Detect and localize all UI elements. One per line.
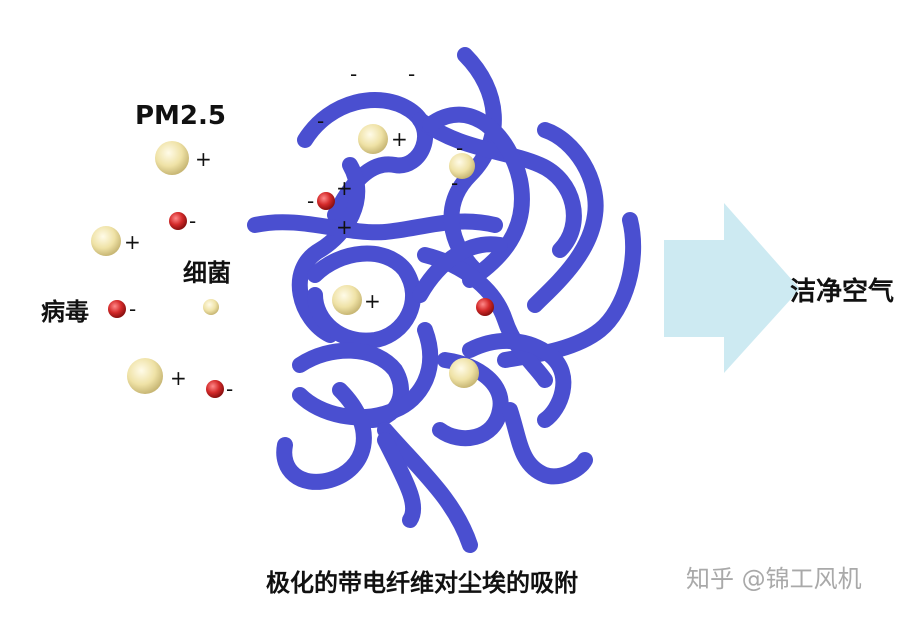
minus-sign: - (451, 171, 458, 195)
adsorbed-dust-particle (449, 358, 479, 388)
airflow-arrow (664, 203, 800, 373)
charged-fiber-network (247, 47, 642, 553)
fiber-charge-signs: - - - + - - + - + + (307, 62, 463, 313)
adsorbed-dust-particle (358, 124, 388, 154)
red-particle (206, 380, 224, 398)
plus-sign: + (336, 215, 353, 239)
adsorbed-dust-particle (332, 285, 362, 315)
adsorbed-red-particle (476, 298, 494, 316)
dust-particle (127, 358, 163, 394)
minus-sign: - (456, 136, 463, 160)
bacteria-particle (203, 299, 219, 315)
pm25-label: PM2.5 (135, 101, 226, 131)
plus-sign: + (170, 366, 187, 390)
pm25-particle (155, 141, 189, 175)
red-particle (169, 212, 187, 230)
minus-sign: - (189, 209, 196, 233)
minus-sign: - (226, 377, 233, 401)
airborne-charge-signs: + - + - + - (124, 147, 233, 401)
minus-sign: - (317, 109, 324, 133)
plus-sign: + (364, 289, 381, 313)
diagram-caption: 极化的带电纤维对尘埃的吸附 (266, 569, 578, 597)
dust-particle (91, 226, 121, 256)
virus-particle (108, 300, 126, 318)
plus-sign: + (195, 147, 212, 171)
clean-air-label: 洁净空气 (790, 276, 894, 307)
minus-sign: - (350, 62, 357, 86)
airborne-particles (91, 141, 224, 398)
minus-sign: - (408, 62, 415, 86)
plus-sign: + (336, 176, 353, 200)
adsorbed-dust-particle (449, 153, 475, 179)
virus-label: 病毒 (41, 298, 89, 326)
bacteria-label: 细菌 (183, 259, 231, 287)
adsorbed-red-particle (317, 192, 335, 210)
minus-sign: - (129, 297, 136, 321)
adsorbed-particles (317, 124, 494, 388)
plus-sign: + (124, 230, 141, 254)
plus-sign: + (391, 127, 408, 151)
minus-sign: - (307, 189, 314, 213)
watermark: 知乎 @锦工风机 (686, 565, 862, 593)
